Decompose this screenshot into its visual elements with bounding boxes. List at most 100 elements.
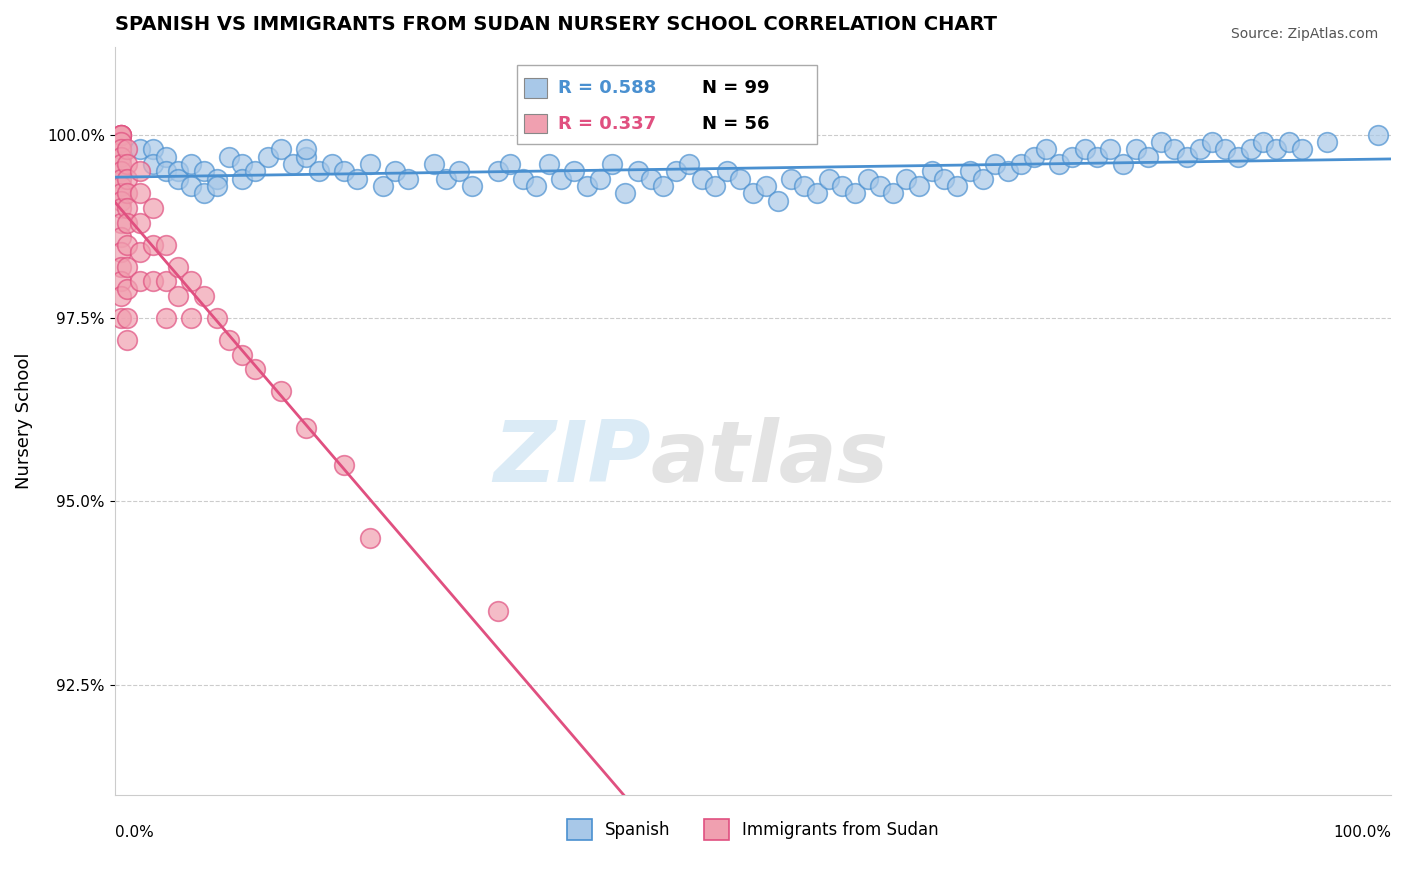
Point — [1188, 142, 1211, 156]
Point — [1047, 157, 1070, 171]
Point — [256, 150, 278, 164]
Point — [1150, 135, 1173, 149]
Point — [110, 230, 132, 244]
Point — [205, 171, 228, 186]
Point — [180, 311, 202, 326]
Point — [728, 171, 751, 186]
Point — [1073, 142, 1095, 156]
Point — [844, 186, 866, 201]
Point — [117, 201, 139, 215]
Point — [1137, 150, 1160, 164]
Legend: Spanish, Immigrants from Sudan: Spanish, Immigrants from Sudan — [560, 813, 945, 847]
Point — [270, 384, 292, 399]
Point — [117, 333, 139, 347]
Point — [129, 245, 152, 260]
Point — [129, 164, 152, 178]
Text: 100.0%: 100.0% — [1333, 824, 1391, 839]
Point — [117, 311, 139, 326]
Point — [436, 171, 458, 186]
Point — [1201, 135, 1223, 149]
Point — [155, 274, 177, 288]
Point — [1163, 142, 1185, 156]
Point — [155, 311, 177, 326]
Point — [167, 164, 190, 178]
Point — [780, 171, 803, 186]
Point — [167, 260, 190, 274]
Point — [243, 164, 266, 178]
Text: Source: ZipAtlas.com: Source: ZipAtlas.com — [1230, 27, 1378, 41]
Point — [640, 171, 662, 186]
Point — [180, 179, 202, 194]
Point — [308, 164, 330, 178]
Point — [703, 179, 725, 194]
Point — [110, 164, 132, 178]
Point — [167, 171, 190, 186]
Point — [155, 150, 177, 164]
Point — [856, 171, 879, 186]
Point — [449, 164, 471, 178]
Point — [129, 274, 152, 288]
Point — [359, 157, 381, 171]
Point — [614, 186, 637, 201]
Point — [129, 142, 152, 156]
Point — [741, 186, 763, 201]
Point — [110, 311, 132, 326]
Point — [321, 157, 343, 171]
Point — [486, 164, 509, 178]
Point — [142, 274, 165, 288]
Point — [193, 289, 215, 303]
Text: R = 0.588: R = 0.588 — [558, 78, 655, 97]
Text: N = 56: N = 56 — [702, 115, 769, 133]
Point — [110, 260, 132, 274]
Point — [793, 179, 815, 194]
Point — [117, 186, 139, 201]
Point — [1125, 142, 1147, 156]
Point — [806, 186, 828, 201]
Point — [575, 179, 598, 194]
Point — [295, 150, 318, 164]
Point — [972, 171, 994, 186]
Point — [1291, 142, 1313, 156]
Point — [1278, 135, 1301, 149]
Point — [359, 531, 381, 545]
Point — [231, 171, 253, 186]
Point — [1226, 150, 1249, 164]
Point — [1087, 150, 1109, 164]
Point — [882, 186, 904, 201]
Point — [333, 164, 356, 178]
Point — [1213, 142, 1236, 156]
Point — [117, 237, 139, 252]
Point — [1316, 135, 1339, 149]
Text: N = 99: N = 99 — [702, 78, 769, 97]
Point — [755, 179, 778, 194]
Point — [818, 171, 841, 186]
Point — [371, 179, 394, 194]
Point — [1010, 157, 1032, 171]
Point — [243, 362, 266, 376]
Point — [562, 164, 585, 178]
Point — [499, 157, 522, 171]
Point — [193, 186, 215, 201]
Text: 0.0%: 0.0% — [115, 824, 153, 839]
Point — [117, 171, 139, 186]
Point — [110, 135, 132, 149]
Point — [117, 142, 139, 156]
Point — [110, 216, 132, 230]
Point — [1060, 150, 1083, 164]
Point — [270, 142, 292, 156]
Text: atlas: atlas — [651, 417, 889, 500]
Point — [486, 604, 509, 618]
Point — [117, 260, 139, 274]
Point — [180, 157, 202, 171]
Point — [716, 164, 738, 178]
Point — [1367, 128, 1389, 142]
Point — [180, 274, 202, 288]
Point — [384, 164, 406, 178]
Point — [167, 289, 190, 303]
FancyBboxPatch shape — [524, 78, 547, 97]
Point — [218, 150, 240, 164]
Point — [193, 164, 215, 178]
Point — [1022, 150, 1045, 164]
Point — [117, 216, 139, 230]
Point — [117, 157, 139, 171]
